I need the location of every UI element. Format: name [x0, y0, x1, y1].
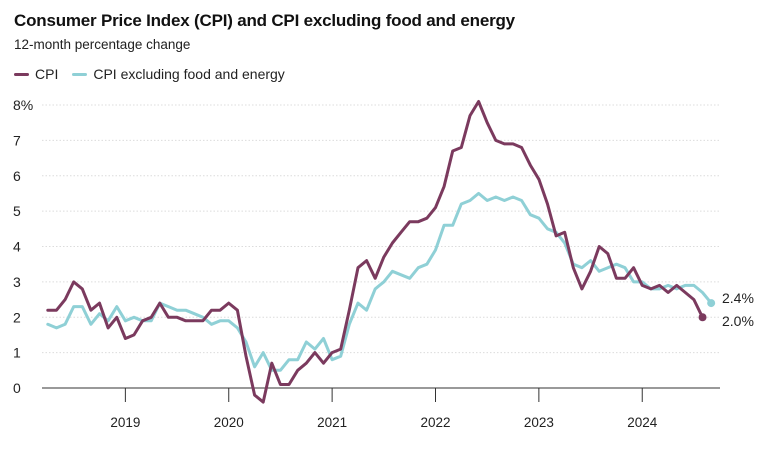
legend-swatch-cpi [14, 72, 29, 76]
end-labels: 2.0% 2.4% [722, 290, 754, 329]
y-tick-label: 3 [13, 274, 21, 290]
series-lines [46, 100, 716, 404]
y-tick-label: 6 [13, 168, 21, 184]
chart-title: Consumer Price Index (CPI) and CPI exclu… [14, 11, 515, 30]
x-axis: 2019 2020 2021 2022 2023 2024 [110, 388, 658, 430]
y-tick-label: 1 [13, 345, 21, 361]
chart-subtitle: 12-month percentage change [14, 37, 191, 52]
legend-label-cpi: CPI [35, 66, 59, 82]
legend-label-core-cpi: CPI excluding food and energy [93, 66, 285, 82]
x-tick-label: 2024 [627, 415, 658, 430]
legend-swatch-core-cpi [72, 72, 88, 76]
series-line-cpi [46, 100, 704, 404]
y-tick-label: 5 [13, 203, 21, 219]
y-tick-label: 0 [13, 380, 21, 396]
y-tick-label: 4 [13, 239, 21, 255]
y-tick-label: 8% [13, 97, 33, 113]
legend-item-cpi: CPI [14, 66, 58, 82]
x-tick-label: 2021 [317, 415, 347, 430]
series-end-point-core-cpi [707, 299, 716, 308]
end-label-core-cpi: 2.4% [722, 290, 754, 306]
series-end-point-cpi [698, 313, 707, 322]
legend: CPI CPI excluding food and energy [14, 66, 299, 82]
x-tick-label: 2022 [420, 415, 450, 430]
x-tick-label: 2019 [110, 415, 140, 430]
y-tick-label: 2 [13, 309, 21, 325]
gridlines [42, 104, 720, 389]
end-label-cpi: 2.0% [722, 313, 754, 329]
x-tick-label: 2020 [214, 415, 244, 430]
legend-item-core-cpi: CPI excluding food and energy [72, 66, 285, 82]
y-tick-label: 7 [13, 132, 21, 148]
y-axis: 0 1 2 3 4 5 6 7 8% [13, 97, 33, 396]
x-tick-label: 2023 [524, 415, 554, 430]
